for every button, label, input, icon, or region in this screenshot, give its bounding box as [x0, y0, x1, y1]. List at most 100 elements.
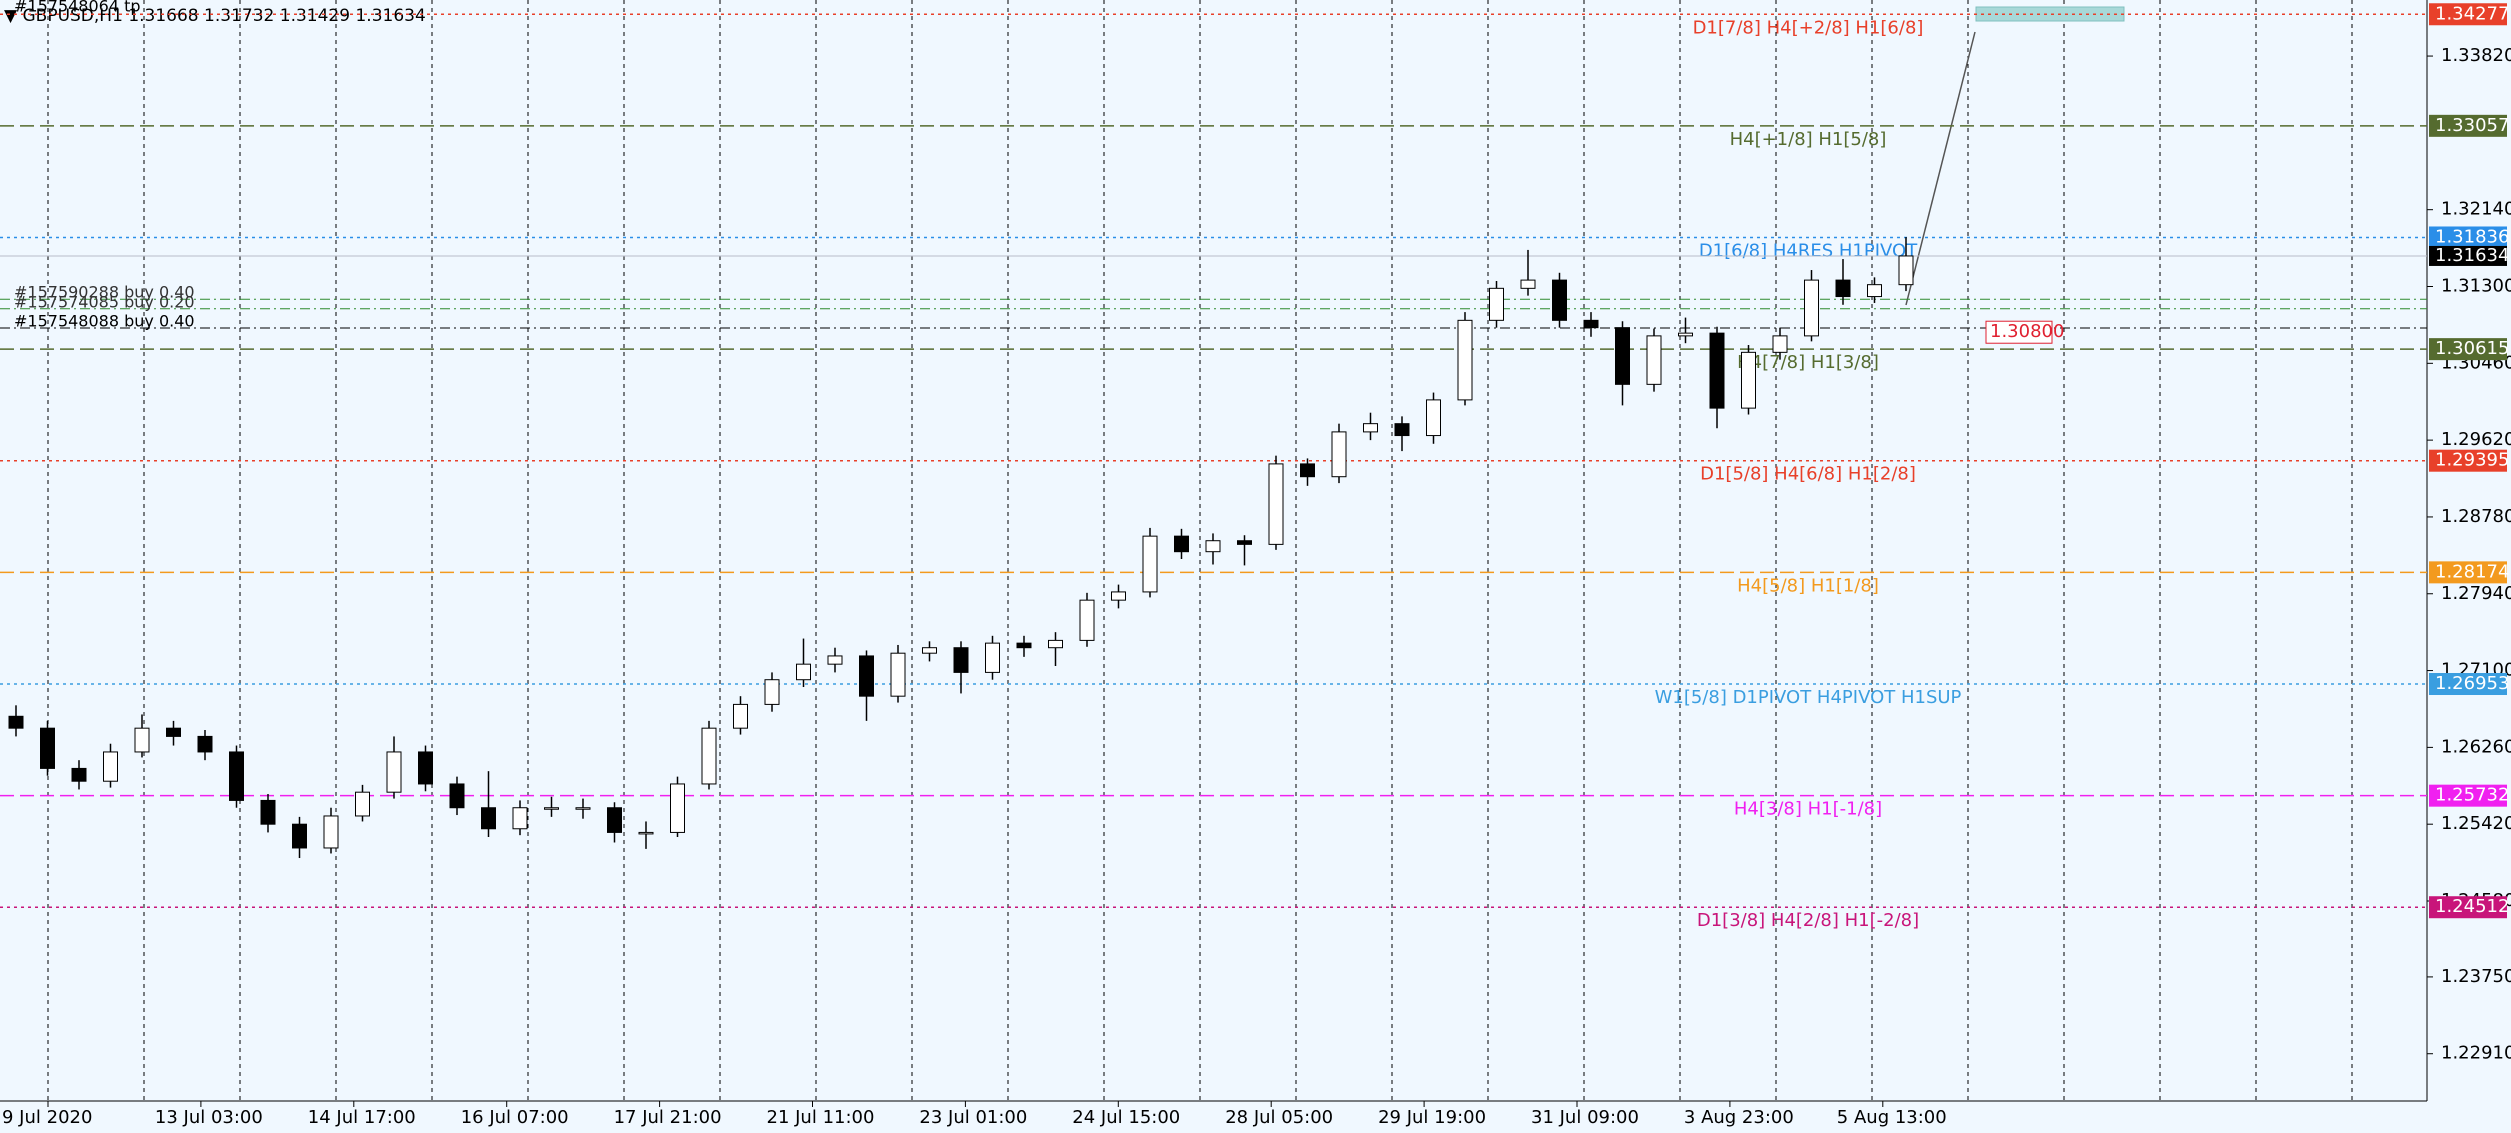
candle-body	[1709, 332, 1725, 409]
current-price-label: 1.31634	[2435, 245, 2509, 266]
candle-body	[985, 642, 1000, 673]
candle-body	[1583, 319, 1599, 329]
price-tag	[2429, 561, 2507, 584]
candle-body	[733, 703, 748, 729]
candle-body	[1300, 463, 1315, 478]
price-tag-label: 1.29395	[2435, 450, 2509, 471]
y-tick-label: 1.33820	[2441, 45, 2511, 66]
level-text: H4[5/8] H1[1/8]	[1737, 575, 1879, 596]
price-tag-label: 1.26953	[2435, 673, 2509, 694]
price-tag-label: 1.34277	[2435, 3, 2509, 24]
candle-body	[1331, 431, 1347, 478]
candle-body	[575, 807, 591, 810]
candle-body	[544, 807, 559, 810]
price-tag-label: 1.25732	[2435, 785, 2509, 806]
order-label: #157548088 buy 0.40	[14, 312, 195, 331]
candle-body	[796, 663, 811, 681]
alert-box	[1985, 320, 2053, 344]
price-tag	[2429, 449, 2507, 472]
level-text: D1[6/8] H4RES H1PIVOT	[1699, 240, 1918, 261]
candle-body	[1016, 642, 1032, 649]
current-price-tag	[2429, 245, 2507, 266]
close: 1.31634	[355, 6, 425, 26]
candle-body	[827, 655, 843, 665]
candle-body	[607, 807, 622, 833]
header: ▼ GBPUSD,H1 1.31668 1.31732 1.31429 1.31…	[4, 6, 426, 26]
projection-line	[1905, 31, 1976, 306]
price-tag	[2429, 114, 2507, 137]
high: 1.31732	[204, 6, 274, 26]
candle-body	[1174, 535, 1189, 553]
candle-body	[1426, 399, 1441, 437]
candle-body	[638, 831, 654, 835]
candle-body	[166, 727, 181, 737]
candle-body	[1268, 463, 1284, 545]
candle-body	[229, 751, 244, 801]
order-label: #157574085 buy 0.20	[14, 292, 195, 311]
candle-body	[1205, 540, 1221, 553]
y-tick-label: 1.23750	[2441, 966, 2511, 987]
price-tag	[2429, 3, 2507, 26]
price-tag-label: 1.30615	[2435, 338, 2509, 359]
y-tick-label: 1.27940	[2441, 583, 2511, 604]
candle-body	[1646, 335, 1662, 385]
candle-body	[1615, 327, 1630, 385]
y-tick-label: 1.22910	[2441, 1043, 2511, 1064]
x-tick-label: 29 Jul 19:00	[1378, 1107, 1486, 1128]
x-tick-label: 28 Jul 05:00	[1225, 1107, 1333, 1128]
level-text: H4[+1/8] H1[5/8]	[1730, 129, 1887, 150]
x-tick-label: 3 Aug 23:00	[1684, 1107, 1794, 1128]
candle-body	[1552, 279, 1567, 321]
candle-body	[1079, 599, 1095, 641]
level-text: H4[3/8] H1[-1/8]	[1734, 799, 1882, 820]
tp-label: #157548064 tp	[14, 0, 141, 16]
x-tick-label: 16 Jul 07:00	[461, 1107, 569, 1128]
candle-body	[481, 807, 496, 830]
order-label: #157590288 buy 0.40	[14, 283, 195, 302]
price-tag-label: 1.31836	[2435, 226, 2509, 247]
x-tick-label: 21 Jul 11:00	[767, 1107, 875, 1128]
level-text: D1[5/8] H4[6/8] H1[2/8]	[1700, 464, 1916, 485]
level-text: W1[5/8] D1PIVOT H4PIVOT H1SUP	[1655, 687, 1962, 708]
candle-body	[1142, 535, 1158, 593]
price-tag-label: 1.33057	[2435, 115, 2509, 136]
candle-body	[953, 647, 969, 673]
candle-body	[1741, 351, 1756, 409]
alert-label: 1.30800	[1990, 321, 2064, 342]
candle-body	[260, 799, 276, 825]
symbol: GBPUSD,H1	[22, 6, 122, 26]
x-tick-label: 24 Jul 15:00	[1072, 1107, 1180, 1128]
candle-body	[449, 783, 465, 809]
level-text: D1[3/8] H4[2/8] H1[-2/8]	[1697, 910, 1919, 931]
candle-body	[1048, 639, 1063, 649]
candle-body	[1772, 335, 1788, 353]
candle-body	[922, 647, 937, 654]
candle-body	[197, 735, 213, 753]
y-tick-label: 1.28780	[2441, 506, 2511, 527]
y-tick-label: 1.32140	[2441, 199, 2511, 220]
candle-body	[1804, 279, 1819, 337]
y-tick-label: 1.31300	[2441, 275, 2511, 296]
candle-body	[134, 727, 150, 753]
x-tick-label: 9 Jul 2020	[2, 1107, 92, 1128]
y-tick-label: 1.26260	[2441, 736, 2511, 757]
candle-body	[701, 727, 717, 785]
x-tick-label: 13 Jul 03:00	[155, 1107, 263, 1128]
candle-body	[103, 751, 118, 782]
candle-body	[1678, 332, 1693, 337]
price-tag-label: 1.28174	[2435, 561, 2509, 582]
open: 1.31668	[128, 6, 198, 26]
candle-body	[670, 783, 685, 833]
candle-body	[71, 767, 87, 782]
y-tick-label: 1.25420	[2441, 813, 2511, 834]
candle-body	[1489, 287, 1504, 321]
candle-body	[40, 727, 55, 769]
x-tick-label: 5 Aug 13:00	[1837, 1107, 1947, 1128]
price-tag	[2429, 226, 2507, 249]
candle-body	[418, 751, 433, 785]
level-text: D1[7/8] H4[+2/8] H1[6/8]	[1693, 17, 1924, 38]
x-tick-label: 23 Jul 01:00	[919, 1107, 1027, 1128]
price-tag	[2429, 338, 2507, 361]
candle-body	[1363, 423, 1378, 433]
